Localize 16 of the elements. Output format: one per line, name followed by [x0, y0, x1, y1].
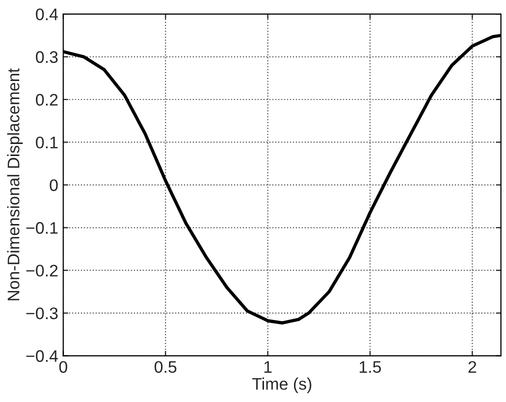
- x-axis-title: Time (s): [252, 378, 312, 394]
- x-tick-label: 2: [468, 361, 476, 373]
- y-tick-label: 0.2: [36, 94, 58, 106]
- y-tick-label: 0: [50, 179, 58, 192]
- y-axis-title: Non-Dimensional Displacement: [7, 68, 23, 300]
- y-tick-label: −0.1: [26, 222, 58, 234]
- y-tick-label: −0.2: [26, 264, 58, 277]
- x-tick-label: 1.5: [360, 361, 381, 373]
- x-tick-label: 0.5: [154, 361, 176, 373]
- x-tick-label: 1: [264, 361, 272, 373]
- y-tick-label: −0.3: [26, 307, 58, 320]
- y-tick-label: 0.1: [36, 136, 58, 148]
- y-tick-label: 0.4: [36, 8, 58, 20]
- y-tick-label: −0.4: [26, 350, 58, 362]
- x-tick-label: 0: [59, 361, 68, 373]
- y-tick-label: 0.3: [36, 51, 58, 63]
